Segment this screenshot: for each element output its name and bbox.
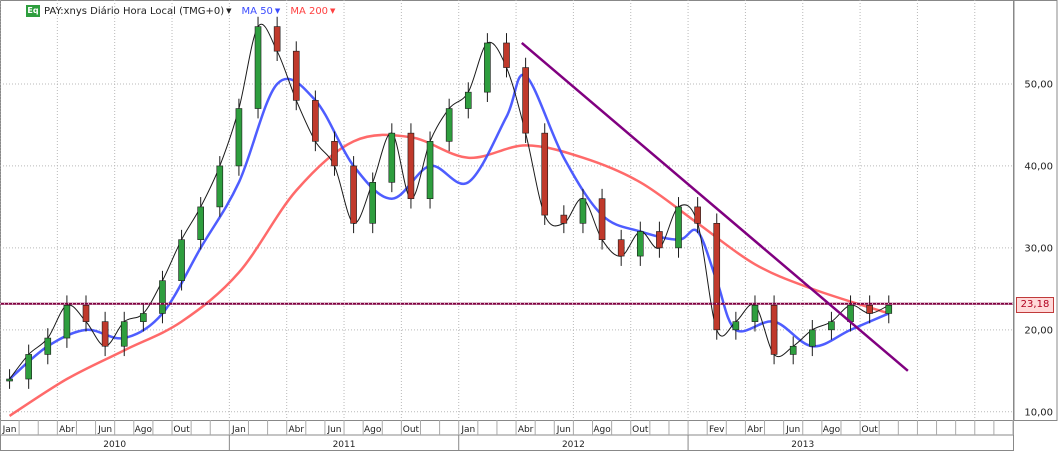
month-label: Abr bbox=[288, 425, 304, 435]
candle-body bbox=[235, 108, 243, 167]
chevron-down-icon: ▼ bbox=[226, 7, 232, 15]
candle-body bbox=[503, 42, 510, 68]
month-label: Jan bbox=[460, 425, 475, 435]
symbol-selector[interactable]: PAY:xnys Diário Hora Local (TMG+0) ▼ bbox=[44, 6, 232, 17]
month-label: Jun bbox=[556, 425, 571, 435]
candle-body bbox=[292, 50, 300, 101]
year-label: 2011 bbox=[333, 440, 356, 450]
month-label: Out bbox=[403, 425, 420, 435]
month-label: Jun bbox=[785, 425, 800, 435]
y-tick-label: 40,00 bbox=[1024, 161, 1053, 172]
month-label: Jun bbox=[97, 425, 112, 435]
candle-body bbox=[216, 165, 224, 208]
chart-legend: Eq PAY:xnys Diário Hora Local (TMG+0) ▼ … bbox=[26, 4, 345, 18]
month-label: Abr bbox=[747, 425, 763, 435]
trendline bbox=[520, 42, 909, 372]
ma50-label: MA 50 bbox=[241, 5, 273, 17]
candle-body bbox=[598, 198, 606, 240]
candle-body bbox=[809, 329, 816, 347]
candle-body bbox=[273, 26, 281, 52]
ma200-toggle[interactable]: MA 200 ▼ bbox=[290, 6, 335, 17]
ma50-line bbox=[8, 73, 890, 380]
candle-body bbox=[751, 304, 759, 322]
candle-body bbox=[120, 321, 128, 347]
chevron-down-icon: ▼ bbox=[274, 7, 281, 15]
month-label: Jan bbox=[2, 425, 17, 435]
candle-body bbox=[6, 378, 13, 382]
candle-body bbox=[63, 304, 71, 339]
month-label: Ago bbox=[135, 425, 153, 435]
month-label: Jan bbox=[231, 425, 246, 435]
candle-body bbox=[789, 345, 797, 355]
candle-body bbox=[694, 206, 701, 224]
candle-body bbox=[713, 222, 721, 331]
month-label: Out bbox=[632, 425, 649, 435]
y-axis-panel bbox=[1013, 0, 1058, 421]
month-label: Abr bbox=[518, 425, 534, 435]
month-label: Out bbox=[173, 425, 190, 435]
month-label: Ago bbox=[593, 425, 611, 435]
candle-body bbox=[407, 132, 415, 200]
month-label: Abr bbox=[59, 425, 75, 435]
candle-body bbox=[369, 182, 377, 224]
candle-body bbox=[312, 100, 319, 142]
candle-body bbox=[464, 91, 472, 109]
ma200-label: MA 200 bbox=[290, 5, 329, 17]
year-label: 2012 bbox=[562, 440, 585, 450]
candle-body bbox=[732, 321, 740, 331]
price-marker: 23,18 bbox=[1016, 297, 1054, 313]
candle-body bbox=[445, 108, 453, 142]
candle-body bbox=[522, 67, 529, 134]
candle-body bbox=[388, 132, 396, 183]
candle-body bbox=[197, 206, 204, 240]
month-label: Fev bbox=[709, 425, 725, 435]
candle-body bbox=[541, 132, 549, 216]
year-label: 2010 bbox=[103, 440, 126, 450]
y-tick-label: 50,00 bbox=[1024, 79, 1053, 90]
chevron-down-icon: ▼ bbox=[330, 7, 336, 15]
month-label: Jun bbox=[326, 425, 341, 435]
year-label: 2013 bbox=[791, 440, 814, 450]
candle-body bbox=[656, 231, 663, 249]
equity-badge-icon: Eq bbox=[26, 5, 40, 17]
candle-body bbox=[579, 198, 587, 224]
candle-body bbox=[426, 141, 434, 200]
candle-body bbox=[159, 280, 166, 314]
candle-body bbox=[140, 313, 147, 322]
month-label: Ago bbox=[364, 425, 382, 435]
candle-body bbox=[866, 304, 873, 314]
candle-body bbox=[178, 239, 185, 281]
candle-body bbox=[82, 304, 90, 322]
y-tick-label: 10,00 bbox=[1024, 407, 1053, 418]
candle-body bbox=[828, 321, 835, 331]
ma200-line bbox=[8, 133, 890, 417]
month-label: Out bbox=[861, 425, 878, 435]
candle-body bbox=[636, 231, 644, 257]
candle-body bbox=[484, 42, 491, 93]
y-tick-label: 20,00 bbox=[1024, 325, 1053, 336]
candle-body bbox=[44, 337, 52, 355]
candle-body bbox=[101, 321, 109, 347]
candle-body bbox=[25, 354, 32, 380]
candle-body bbox=[350, 165, 357, 224]
symbol-label: PAY:xnys Diário Hora Local (TMG+0) bbox=[44, 5, 225, 17]
candle-body bbox=[617, 239, 625, 257]
candle-body bbox=[331, 141, 338, 167]
candle-body bbox=[885, 304, 893, 314]
candle-body bbox=[560, 214, 568, 224]
candle-body bbox=[770, 304, 778, 355]
y-tick-label: 30,00 bbox=[1024, 243, 1053, 254]
candle-body bbox=[675, 206, 682, 249]
ma50-toggle[interactable]: MA 50 ▼ bbox=[242, 6, 281, 17]
candle-body bbox=[254, 26, 262, 109]
month-label: Ago bbox=[823, 425, 841, 435]
